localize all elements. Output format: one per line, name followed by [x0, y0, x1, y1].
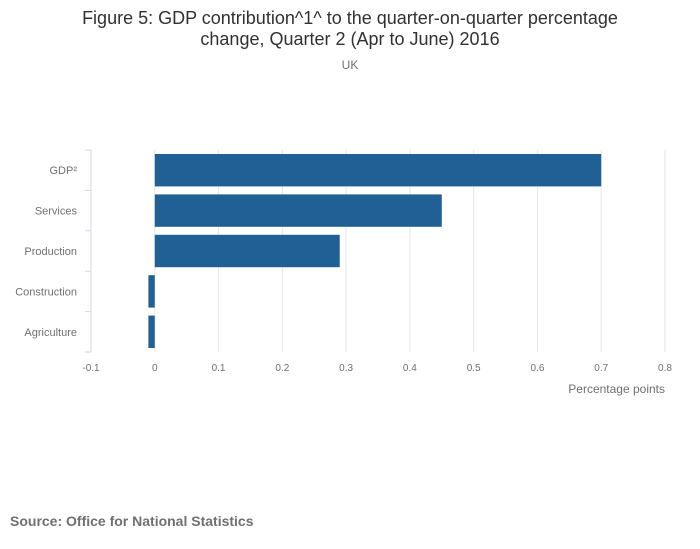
- bar-production[interactable]: [154, 234, 340, 268]
- axes: -0.1 0 0.1 0.2 0.3 0.4 0.5 0.6 0.7 0.8 GDP² Service…: [15, 149, 672, 396]
- bar-services[interactable]: [154, 194, 442, 227]
- chart-title: Figure 5: GDP contribution^1^ to the qua…: [82, 8, 618, 49]
- x-tick-label: -0.1: [82, 363, 100, 374]
- y-category-label: GDP²: [50, 165, 78, 177]
- y-category-label: Construction: [15, 286, 77, 298]
- bar-construction[interactable]: [148, 275, 155, 308]
- x-tick-label: 0.5: [467, 363, 481, 374]
- x-tick-label: 0.8: [658, 363, 672, 374]
- x-tick-label: 0.6: [530, 363, 544, 374]
- y-category-label: Production: [24, 246, 77, 258]
- x-tick-label: 0: [152, 363, 158, 374]
- x-tick-label: 0.3: [339, 363, 353, 374]
- y-category-label: Services: [35, 206, 78, 218]
- x-axis-title: Percentage points: [568, 382, 665, 396]
- x-tick-label: 0.7: [594, 363, 608, 374]
- chart-subtitle: UK: [341, 58, 359, 72]
- x-tick-label: 0.1: [212, 363, 226, 374]
- x-tick-label: 0.2: [275, 363, 289, 374]
- bar-gdp-[interactable]: [154, 154, 602, 187]
- x-tick-label: 0.4: [403, 363, 417, 374]
- source-note: Source: Office for National Statistics: [10, 513, 254, 529]
- y-category-label: Agriculture: [24, 327, 77, 339]
- bars: [148, 154, 602, 348]
- bar-agriculture[interactable]: [148, 315, 155, 348]
